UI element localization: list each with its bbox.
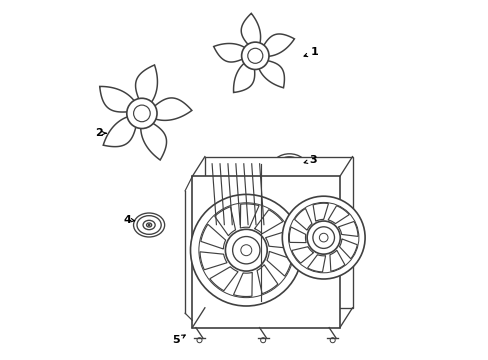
Polygon shape: [289, 227, 305, 243]
Polygon shape: [209, 267, 238, 291]
Polygon shape: [135, 65, 157, 110]
Polygon shape: [240, 204, 259, 228]
Circle shape: [240, 245, 251, 256]
Polygon shape: [254, 210, 282, 234]
Circle shape: [133, 105, 150, 122]
Ellipse shape: [275, 157, 303, 178]
Polygon shape: [294, 208, 311, 230]
Polygon shape: [307, 255, 325, 272]
Polygon shape: [233, 273, 252, 297]
Polygon shape: [291, 247, 313, 263]
Circle shape: [197, 338, 202, 343]
Ellipse shape: [286, 165, 292, 170]
Polygon shape: [141, 117, 166, 160]
Circle shape: [260, 338, 265, 343]
Text: 1: 1: [310, 47, 318, 57]
Polygon shape: [241, 13, 260, 53]
Text: 5: 5: [172, 335, 180, 345]
Circle shape: [225, 229, 266, 271]
Polygon shape: [213, 44, 252, 62]
Ellipse shape: [146, 223, 151, 227]
Polygon shape: [258, 34, 294, 57]
Circle shape: [199, 203, 293, 298]
Circle shape: [241, 42, 268, 69]
Polygon shape: [312, 203, 328, 221]
Polygon shape: [265, 231, 292, 249]
Circle shape: [282, 196, 365, 279]
Polygon shape: [214, 207, 235, 236]
Text: 2: 2: [95, 128, 102, 138]
Text: 4: 4: [123, 215, 131, 225]
Circle shape: [319, 233, 327, 242]
Circle shape: [147, 224, 150, 226]
Polygon shape: [329, 250, 344, 271]
Circle shape: [126, 98, 157, 129]
Polygon shape: [145, 98, 191, 120]
Polygon shape: [200, 252, 226, 270]
Polygon shape: [103, 115, 138, 147]
Polygon shape: [266, 251, 291, 276]
Polygon shape: [327, 206, 348, 224]
Polygon shape: [256, 59, 284, 88]
Circle shape: [329, 338, 335, 343]
Text: 3: 3: [308, 155, 316, 165]
Polygon shape: [338, 221, 357, 237]
Circle shape: [288, 202, 358, 273]
Circle shape: [312, 227, 334, 248]
Polygon shape: [339, 239, 357, 259]
Circle shape: [232, 237, 260, 264]
Ellipse shape: [282, 162, 296, 173]
Ellipse shape: [271, 154, 306, 181]
Ellipse shape: [143, 220, 155, 230]
Polygon shape: [257, 265, 277, 294]
Polygon shape: [100, 86, 139, 112]
Circle shape: [287, 166, 290, 169]
Polygon shape: [192, 176, 339, 328]
Ellipse shape: [133, 213, 164, 237]
Polygon shape: [201, 224, 225, 249]
Circle shape: [247, 48, 262, 63]
Polygon shape: [204, 157, 352, 308]
Circle shape: [190, 194, 302, 306]
Ellipse shape: [137, 216, 161, 234]
Polygon shape: [233, 58, 254, 93]
Circle shape: [306, 221, 340, 254]
